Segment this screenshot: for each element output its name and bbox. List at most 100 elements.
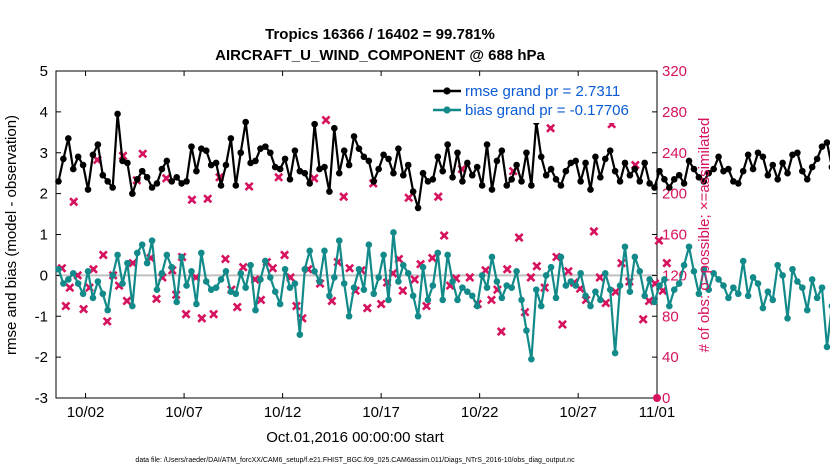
bias-point	[326, 292, 333, 300]
obs-assimilated-point	[496, 327, 506, 337]
rmse-point	[503, 182, 511, 189]
bias-point	[557, 253, 565, 261]
bias-point	[306, 247, 314, 255]
rmse-point	[616, 178, 624, 185]
rmse-point	[675, 171, 683, 179]
bias-point	[129, 302, 136, 310]
bias-point	[104, 306, 112, 314]
rmse-point	[715, 153, 722, 161]
bias-point	[173, 298, 180, 306]
bias-point	[823, 343, 830, 351]
rmse-point	[291, 147, 299, 155]
rmse-point	[89, 151, 97, 159]
bias-point	[380, 251, 387, 259]
bias-point	[734, 290, 742, 298]
bias-point	[79, 290, 87, 298]
obs-assimilated-point	[514, 233, 524, 243]
bias-point	[138, 241, 146, 249]
bias-point	[656, 282, 663, 289]
bias-point	[350, 284, 358, 291]
rmse-point	[813, 155, 821, 163]
bias-point	[168, 263, 176, 271]
obs-assimilated-point	[309, 173, 319, 183]
bias-point	[483, 284, 491, 291]
rmse-point	[395, 145, 402, 152]
rmse-point	[222, 161, 230, 169]
rmse-point	[498, 147, 506, 155]
left-tick-label: -2	[35, 349, 48, 366]
obs-assimilated-point	[345, 263, 355, 273]
bias-point	[542, 272, 550, 279]
bias-point	[799, 284, 806, 291]
left-tick-label: -3	[35, 390, 48, 407]
bias-point	[774, 261, 781, 269]
obs-assimilated-point	[151, 294, 162, 304]
bias-point	[680, 261, 688, 269]
rmse-point	[473, 163, 481, 171]
rmse-point	[656, 167, 663, 175]
rmse-point	[148, 184, 156, 191]
rmse-point	[769, 161, 777, 169]
obs-assimilated-point	[595, 272, 605, 282]
rmse-point	[168, 178, 176, 185]
rmse-point	[404, 161, 412, 169]
bias-point	[419, 263, 427, 271]
bias-point	[434, 249, 442, 257]
obs-assimilated-point	[410, 274, 420, 284]
legend-rmse-marker	[443, 87, 451, 95]
bias-point	[232, 290, 240, 298]
obs-assimilated-point	[203, 194, 213, 204]
bias-point	[148, 237, 156, 244]
y-axis-right-label: # of obs: o=possible; ×=assimilated	[696, 118, 713, 353]
obs-assimilated-point	[653, 394, 661, 402]
rmse-point	[286, 176, 294, 183]
rmse-point	[597, 173, 604, 181]
rmse-point	[606, 147, 614, 155]
bias-point	[109, 272, 116, 279]
rmse-point	[444, 141, 451, 148]
bias-point	[399, 261, 407, 269]
rmse-point	[611, 167, 619, 175]
bias-point	[271, 288, 279, 296]
obs-assimilated-point	[98, 250, 108, 260]
bias-point	[606, 286, 614, 293]
bias-point	[523, 327, 530, 334]
obs-assimilated-point	[502, 264, 512, 274]
bias-point	[651, 298, 658, 306]
rmse-point	[808, 163, 816, 171]
rmse-point	[651, 184, 658, 191]
bias-point	[537, 302, 545, 310]
bias-point	[257, 276, 264, 283]
bias-point	[567, 278, 575, 285]
rmse-point	[183, 178, 190, 185]
bias-point	[395, 278, 402, 285]
rmse-point	[99, 171, 107, 179]
bias-point	[818, 284, 826, 291]
rmse-point	[311, 120, 318, 128]
bias-point	[276, 300, 284, 308]
bias-point	[370, 290, 378, 298]
bias-point	[55, 265, 62, 273]
rmse-point	[212, 159, 220, 167]
rmse-point	[528, 182, 535, 189]
obs-assimilated-point	[589, 226, 599, 236]
rmse-point	[557, 182, 565, 189]
rmse-point	[380, 151, 387, 159]
obs-assimilated-point	[421, 301, 431, 311]
bias-point	[188, 267, 195, 275]
rmse-point	[306, 180, 314, 187]
rmse-point	[202, 147, 210, 155]
bias-point	[528, 355, 535, 363]
rmse-point	[572, 157, 580, 165]
right-tick-label: 320	[662, 63, 687, 80]
right-tick-label: 160	[662, 227, 687, 244]
obs-assimilated-point	[244, 181, 254, 191]
rmse-point	[685, 157, 693, 165]
bias-point	[183, 282, 190, 289]
rmse-point	[129, 190, 136, 197]
bias-point	[464, 288, 471, 296]
left-tick-label: 5	[40, 63, 48, 80]
rmse-point	[759, 153, 767, 161]
bias-point	[478, 272, 486, 279]
